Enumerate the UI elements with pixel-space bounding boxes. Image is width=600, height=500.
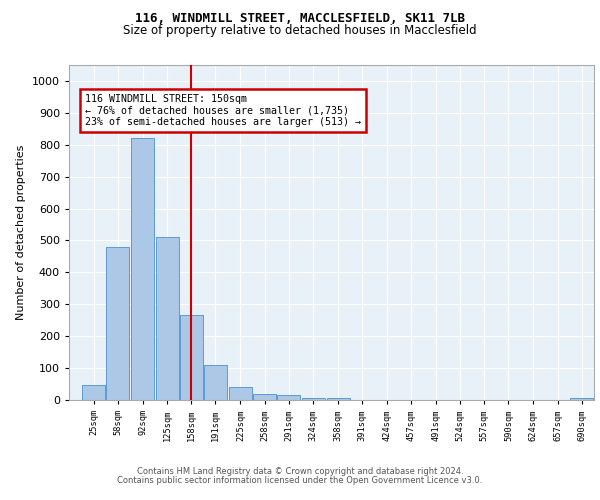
Bar bbox=[326, 398, 350, 400]
Text: 116, WINDMILL STREET, MACCLESFIELD, SK11 7LB: 116, WINDMILL STREET, MACCLESFIELD, SK11… bbox=[135, 12, 465, 26]
Bar bbox=[180, 316, 203, 400]
Text: Contains public sector information licensed under the Open Government Licence v3: Contains public sector information licen… bbox=[118, 476, 482, 485]
Bar bbox=[253, 394, 276, 400]
Y-axis label: Number of detached properties: Number of detached properties bbox=[16, 145, 26, 320]
Bar bbox=[571, 398, 593, 400]
Text: Contains HM Land Registry data © Crown copyright and database right 2024.: Contains HM Land Registry data © Crown c… bbox=[137, 467, 463, 476]
Bar bbox=[106, 247, 130, 400]
Bar bbox=[204, 365, 227, 400]
Bar bbox=[277, 395, 301, 400]
Bar bbox=[155, 238, 179, 400]
Text: Size of property relative to detached houses in Macclesfield: Size of property relative to detached ho… bbox=[123, 24, 477, 37]
Bar bbox=[82, 385, 105, 400]
Bar bbox=[302, 398, 325, 400]
Text: 116 WINDMILL STREET: 150sqm
← 76% of detached houses are smaller (1,735)
23% of : 116 WINDMILL STREET: 150sqm ← 76% of det… bbox=[85, 94, 361, 127]
Bar bbox=[131, 138, 154, 400]
Bar bbox=[229, 387, 252, 400]
